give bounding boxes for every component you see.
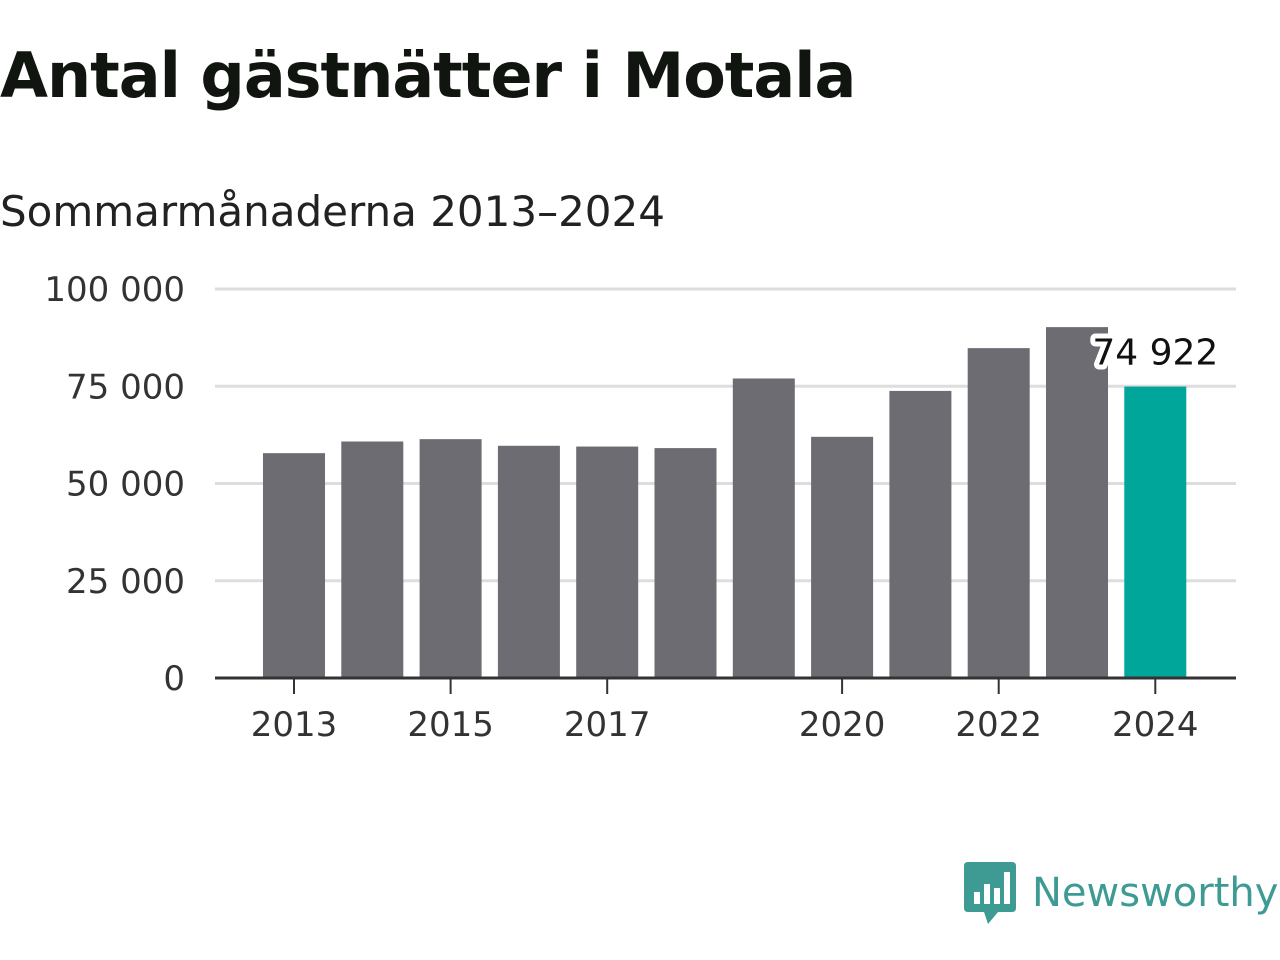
bar — [263, 453, 325, 678]
x-tick-label: 2013 — [251, 705, 338, 745]
newsworthy-logo: Newsworthy — [964, 862, 1278, 924]
logo-text: Newsworthy — [1032, 870, 1279, 916]
bar — [811, 436, 874, 678]
bar — [967, 348, 1030, 678]
bar — [341, 441, 404, 678]
bar — [497, 445, 560, 678]
bar — [1124, 386, 1187, 678]
y-tick-label: 0 — [163, 659, 185, 699]
bar — [1046, 327, 1108, 678]
bar — [889, 390, 952, 678]
bar — [419, 439, 482, 678]
y-tick-label: 100 000 — [44, 270, 185, 310]
bar-chart-speech-bubble-icon — [964, 862, 1016, 924]
x-tick-label: 2022 — [955, 705, 1042, 745]
x-tick-label: 2024 — [1112, 705, 1199, 745]
x-tick-label: 2017 — [564, 705, 651, 745]
x-tick-label: 2020 — [799, 705, 886, 745]
value-label: 74 922 — [1092, 333, 1218, 374]
bar — [732, 378, 795, 678]
chart-subtitle: Sommarmånaderna 2013–2024 — [0, 187, 665, 236]
x-tick-label: 2015 — [407, 705, 494, 745]
bar — [576, 446, 639, 678]
chart-title: Antal gästnätter i Motala — [0, 39, 856, 112]
y-tick-label: 50 000 — [66, 465, 185, 505]
y-tick-label: 25 000 — [66, 562, 185, 602]
bar — [654, 448, 717, 678]
y-tick-label: 75 000 — [66, 367, 185, 407]
